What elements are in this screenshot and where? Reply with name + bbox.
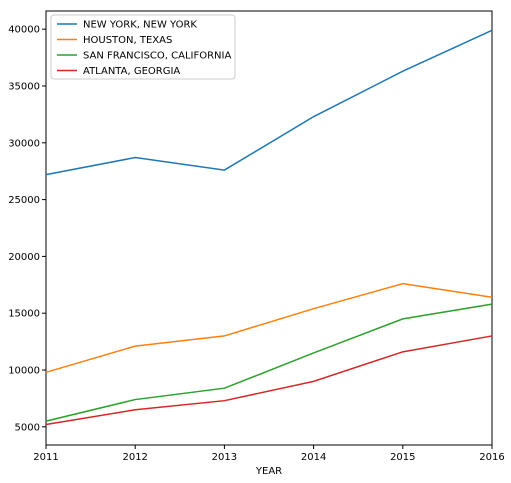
- series-line-0: [45, 29, 493, 176]
- series-line-3: [45, 335, 493, 426]
- x-tick-label: 2016: [479, 452, 504, 463]
- x-tick-label: 2014: [301, 452, 326, 463]
- y-tick-label: 5000: [15, 422, 40, 433]
- x-tick-label: 2011: [33, 452, 58, 463]
- legend-label: HOUSTON, TEXAS: [83, 35, 172, 46]
- series-line-1: [45, 282, 493, 374]
- series-layer: [45, 29, 493, 426]
- x-tick-label: 2015: [390, 452, 415, 463]
- y-tick-label: 15000: [8, 309, 40, 320]
- plot-area: [45, 10, 493, 446]
- y-tick-label: 30000: [8, 138, 40, 149]
- legend-label: SAN FRANCISCO, CALIFORNIA: [83, 51, 231, 62]
- x-tick-label: 2012: [122, 452, 147, 463]
- x-tick-label: 2013: [212, 452, 237, 463]
- legend: NEW YORK, NEW YORK HOUSTON, TEXAS SAN FRAN…: [50, 14, 236, 80]
- series-line-2: [45, 303, 493, 422]
- y-tick-label: 25000: [8, 195, 40, 206]
- x-axis-label: YEAR: [255, 466, 282, 477]
- axes-layer: 2011 2012 2013 2014 2015 2016 5000 10000 15000 20…: [8, 25, 505, 463]
- y-tick-label: 40000: [8, 25, 40, 36]
- legend-label: NEW YORK, NEW YORK: [83, 20, 197, 31]
- y-tick-label: 20000: [8, 252, 40, 263]
- y-tick-label: 35000: [8, 81, 40, 92]
- legend-label: ATLANTA, GEORGIA: [83, 66, 180, 77]
- y-tick-label: 10000: [8, 366, 40, 377]
- legend-box: [50, 14, 236, 80]
